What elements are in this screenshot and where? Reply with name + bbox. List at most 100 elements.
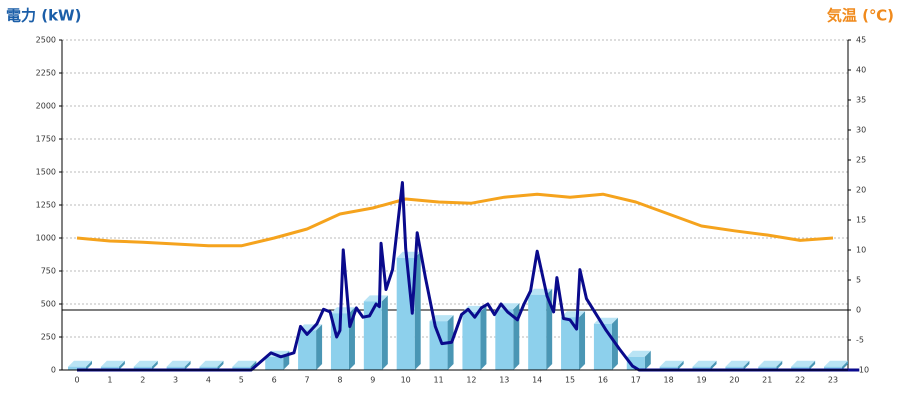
- x-tick-label: 8: [337, 376, 342, 385]
- bar-side: [513, 303, 520, 370]
- temperature-line: [76, 192, 834, 248]
- bar: [298, 330, 317, 370]
- bar-top: [232, 360, 257, 367]
- x-tick-label: 0: [74, 376, 79, 385]
- bar-top: [199, 360, 224, 367]
- y-tick-label: 750: [41, 267, 56, 276]
- y2-tick-label: 45: [856, 36, 866, 45]
- y-tick-label: 1000: [36, 234, 56, 243]
- bar-side: [151, 360, 158, 370]
- bar-top: [791, 360, 816, 367]
- y-tick-label: 0: [51, 366, 56, 375]
- x-tick-label: 5: [239, 376, 244, 385]
- y2-axis-title: 気温 (℃): [827, 7, 894, 25]
- bar-side: [546, 288, 553, 370]
- x-tick-label: 22: [795, 376, 805, 385]
- y2-tick-label: 25: [856, 156, 866, 165]
- bar: [462, 311, 481, 370]
- y-tick-label: 1250: [36, 201, 56, 210]
- x-tick-label: 4: [206, 376, 211, 385]
- bar-side: [579, 311, 586, 370]
- bar: [363, 301, 382, 370]
- bar: [528, 294, 547, 370]
- x-tick-label: 10: [401, 376, 411, 385]
- y-tick-label: 500: [41, 300, 56, 309]
- bar-top: [166, 360, 191, 367]
- bar: [725, 366, 744, 370]
- y-tick-label: 2500: [36, 36, 56, 45]
- bar: [561, 317, 580, 370]
- x-tick-label: 12: [466, 376, 476, 385]
- x-tick-label: 19: [696, 376, 706, 385]
- bar-side: [118, 360, 125, 370]
- x-tick-label: 15: [565, 376, 575, 385]
- bar-top: [659, 360, 684, 367]
- bar: [791, 366, 810, 370]
- x-tick-label: 14: [532, 376, 542, 385]
- bar-side: [414, 251, 421, 370]
- bar-side: [842, 360, 848, 370]
- y-tick-label: 2250: [36, 69, 56, 78]
- bar: [100, 366, 119, 370]
- bar-side: [743, 360, 750, 370]
- bar-side: [710, 360, 717, 370]
- bar-top: [626, 350, 651, 357]
- bar-side: [480, 305, 487, 370]
- y2-tick-label: 30: [856, 126, 866, 135]
- y-axis-title: 電力 (kW): [6, 7, 81, 25]
- x-tick-label: 21: [762, 376, 772, 385]
- bar: [692, 366, 711, 370]
- x-tick-label: 13: [499, 376, 509, 385]
- bar-side: [644, 350, 651, 370]
- x-tick-label: 11: [433, 376, 443, 385]
- bar-side: [381, 295, 388, 370]
- x-tick-label: 23: [828, 376, 838, 385]
- bar: [68, 366, 86, 370]
- bar-top: [561, 311, 586, 318]
- x-tick-label: 16: [598, 376, 608, 385]
- x-tick-label: 17: [631, 376, 641, 385]
- bar-side: [776, 360, 783, 370]
- x-tick-label: 9: [370, 376, 375, 385]
- bar-top: [725, 360, 750, 367]
- y-tick-label: 1750: [36, 135, 56, 144]
- bar-top: [429, 315, 454, 322]
- bar: [824, 366, 842, 370]
- bar: [265, 356, 284, 370]
- power-line: [77, 181, 860, 372]
- bar: [758, 366, 777, 370]
- y2-tick-label: 20: [856, 186, 866, 195]
- bar-side: [184, 360, 191, 370]
- bar-side: [809, 360, 816, 370]
- bar-top: [363, 295, 388, 302]
- bar: [495, 309, 514, 370]
- x-tick-label: 1: [107, 376, 112, 385]
- y2-tick-label: 40: [856, 66, 866, 75]
- y2-tick-label: 5: [856, 276, 861, 285]
- bar: [166, 366, 185, 370]
- bar-side: [316, 324, 323, 370]
- x-tick-label: 2: [140, 376, 145, 385]
- bar: [593, 323, 612, 370]
- y2-tick-label: 0: [856, 306, 861, 315]
- y-tick-label: 2000: [36, 102, 56, 111]
- y2-tick-label: 10: [856, 246, 866, 255]
- x-tick-label: 6: [272, 376, 277, 385]
- y2-tick-label: 35: [856, 96, 866, 105]
- bar-top: [824, 360, 848, 367]
- bar-top: [100, 360, 125, 367]
- bar: [199, 366, 218, 370]
- bar-side: [677, 360, 684, 370]
- bar: [429, 321, 448, 370]
- x-tick-label: 7: [305, 376, 310, 385]
- bar-side: [217, 360, 224, 370]
- x-tick-label: 3: [173, 376, 178, 385]
- y2-tick-label: -5: [856, 336, 864, 345]
- bar: [232, 366, 251, 370]
- bar-top: [692, 360, 717, 367]
- y-tick-label: 250: [41, 333, 56, 342]
- x-tick-label: 18: [664, 376, 674, 385]
- x-tick-label: 20: [729, 376, 739, 385]
- bar: [659, 366, 678, 370]
